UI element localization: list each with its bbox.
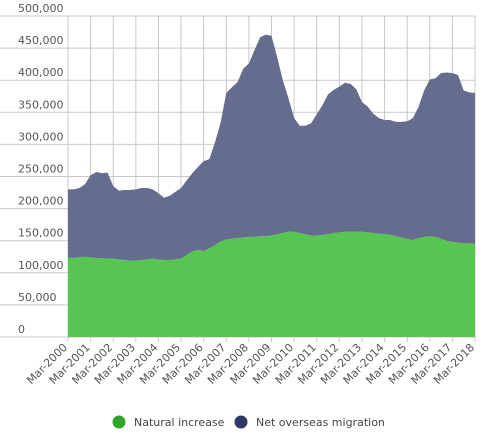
legend-marker-net-overseas-migration — [234, 415, 248, 429]
y-tick-label: 100,000 — [18, 259, 64, 272]
area-net-overseas-migration — [68, 34, 475, 261]
legend-label-natural-increase: Natural increase — [134, 416, 225, 429]
y-tick-label: 50,000 — [18, 291, 57, 304]
area-natural-increase — [68, 231, 475, 337]
area-series — [68, 34, 475, 337]
y-tick-label: 350,000 — [18, 98, 64, 111]
legend-marker-natural-increase — [112, 415, 126, 429]
y-tick-label: 300,000 — [18, 130, 64, 143]
y-tick-label: 250,000 — [18, 163, 64, 176]
y-tick-label: 150,000 — [18, 227, 64, 240]
y-axis-ticks: 0 50,000 100,000 150,000 200,000 250,000 300,0… — [18, 2, 64, 336]
y-tick-label: 200,000 — [18, 195, 64, 208]
y-tick-label: 450,000 — [18, 34, 64, 47]
y-tick-label: 500,000 — [18, 2, 64, 15]
y-tick-label: 0 — [18, 323, 25, 336]
x-axis-ticks: Mar-2000Mar-2001Mar-2002Mar-2003Mar-2004… — [24, 341, 477, 387]
legend-label-net-overseas-migration: Net overseas migration — [256, 416, 385, 429]
y-tick-label: 400,000 — [18, 66, 64, 79]
legend: Natural increase Net overseas migration — [112, 415, 385, 429]
